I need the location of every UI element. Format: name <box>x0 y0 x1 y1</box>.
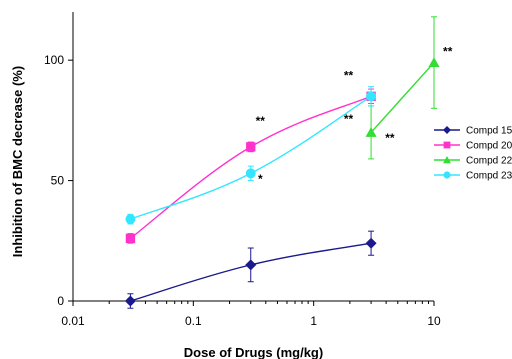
data-point <box>245 168 256 179</box>
data-point <box>428 57 440 67</box>
legend-label: Compd 15 <box>466 126 512 137</box>
legend-marker <box>443 126 451 134</box>
axes: 0 50 100 0.01 0.1 1 10 <box>44 12 441 328</box>
legend-label: Compd 22 <box>466 156 512 167</box>
y-tick-label: 100 <box>44 53 64 67</box>
significance-marker: ** <box>256 114 266 128</box>
x-tick-label: 1 <box>310 314 317 328</box>
series-compd-23 <box>125 86 377 225</box>
series-layer <box>124 16 440 309</box>
significance-marker: ** <box>344 68 354 82</box>
legend-item: Compd 23 <box>434 171 512 182</box>
y-tick-label: 50 <box>51 174 65 188</box>
legend-label: Compd 20 <box>466 141 512 152</box>
x-tick-label: 0.01 <box>61 314 85 328</box>
x-axis-label: Dose of Drugs (mg/kg) <box>184 345 323 359</box>
data-point <box>366 91 377 102</box>
series-compd-15 <box>124 230 377 309</box>
series-line <box>130 95 372 220</box>
y-axis-label: Inhibition of BMC decrease (%) <box>10 66 25 257</box>
x-tick-label: 10 <box>427 314 441 328</box>
data-point <box>365 126 377 137</box>
annotation-layer: *********** <box>256 44 453 186</box>
data-point <box>246 142 256 152</box>
data-point <box>125 233 136 244</box>
legend-item: Compd 22 <box>434 156 512 167</box>
significance-marker: ** <box>344 112 354 126</box>
legend-marker <box>443 171 451 179</box>
legend-item: Compd 15 <box>434 126 512 137</box>
series-line <box>370 62 435 133</box>
data-point <box>245 259 257 271</box>
legend-marker <box>443 141 451 149</box>
y-tick-label: 0 <box>57 294 64 308</box>
significance-marker: ** <box>443 44 453 58</box>
legend-label: Compd 23 <box>466 171 512 182</box>
legend-item: Compd 20 <box>434 141 512 152</box>
x-tick-label: 0.1 <box>185 314 202 328</box>
significance-marker: ** <box>385 131 395 145</box>
legend: Compd 15 Compd 20 Compd 22 Compd 23 <box>434 126 512 182</box>
data-point <box>365 237 377 249</box>
legend-marker <box>443 156 451 164</box>
data-point <box>125 214 136 225</box>
series-compd-22 <box>365 16 440 160</box>
data-point <box>124 295 136 307</box>
significance-marker: * <box>258 172 263 186</box>
